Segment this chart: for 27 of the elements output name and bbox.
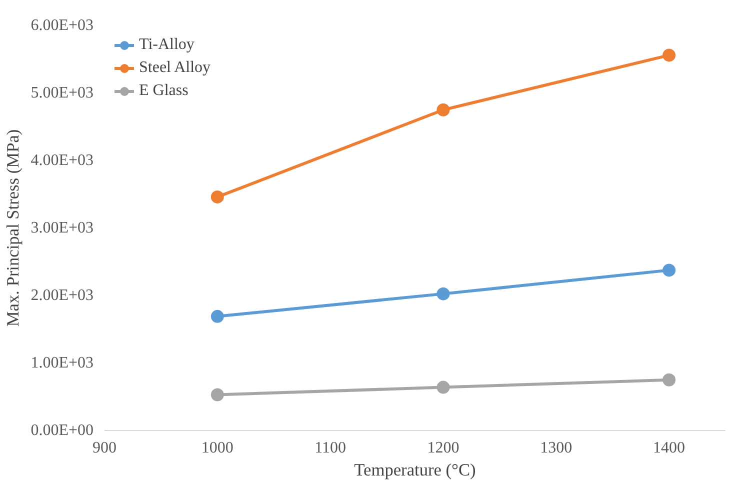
point (210, 190, 224, 204)
y-tick-label: 4.00E+03 (30, 152, 94, 169)
point (662, 373, 676, 386)
point (210, 310, 224, 323)
legend-label: Ti-Alloy (139, 36, 194, 54)
x-tick-label: 1400 (653, 440, 686, 456)
x-tick-label: 1300 (540, 440, 572, 456)
point (662, 264, 676, 277)
y-tick-label: 1.00E+03 (30, 354, 94, 372)
legend-label: Steel Alloy (139, 59, 211, 77)
point (436, 380, 450, 394)
x-axis-title: Temperature (°C) (354, 460, 476, 480)
y-tick-label: 3.00E+03 (30, 220, 94, 236)
y-axis-title: Max. Principal Stress (MPa) (4, 129, 23, 327)
y-tick-label: 5.00E+03 (30, 84, 94, 102)
x-tick-label: 900 (92, 440, 116, 456)
point (436, 287, 450, 300)
y-tick-label: 2.00E+03 (30, 287, 94, 304)
point (436, 103, 450, 116)
x-tick-label: 1100 (314, 440, 346, 456)
point (662, 48, 676, 62)
y-tick-label: 6.00E+03 (30, 17, 94, 34)
y-tick-label: 0.00E+00 (30, 422, 94, 439)
x-tick-label: 1200 (427, 440, 460, 456)
point (210, 388, 224, 402)
legend-label: E Glass (139, 82, 188, 100)
x-tick-label: 1000 (201, 440, 234, 456)
